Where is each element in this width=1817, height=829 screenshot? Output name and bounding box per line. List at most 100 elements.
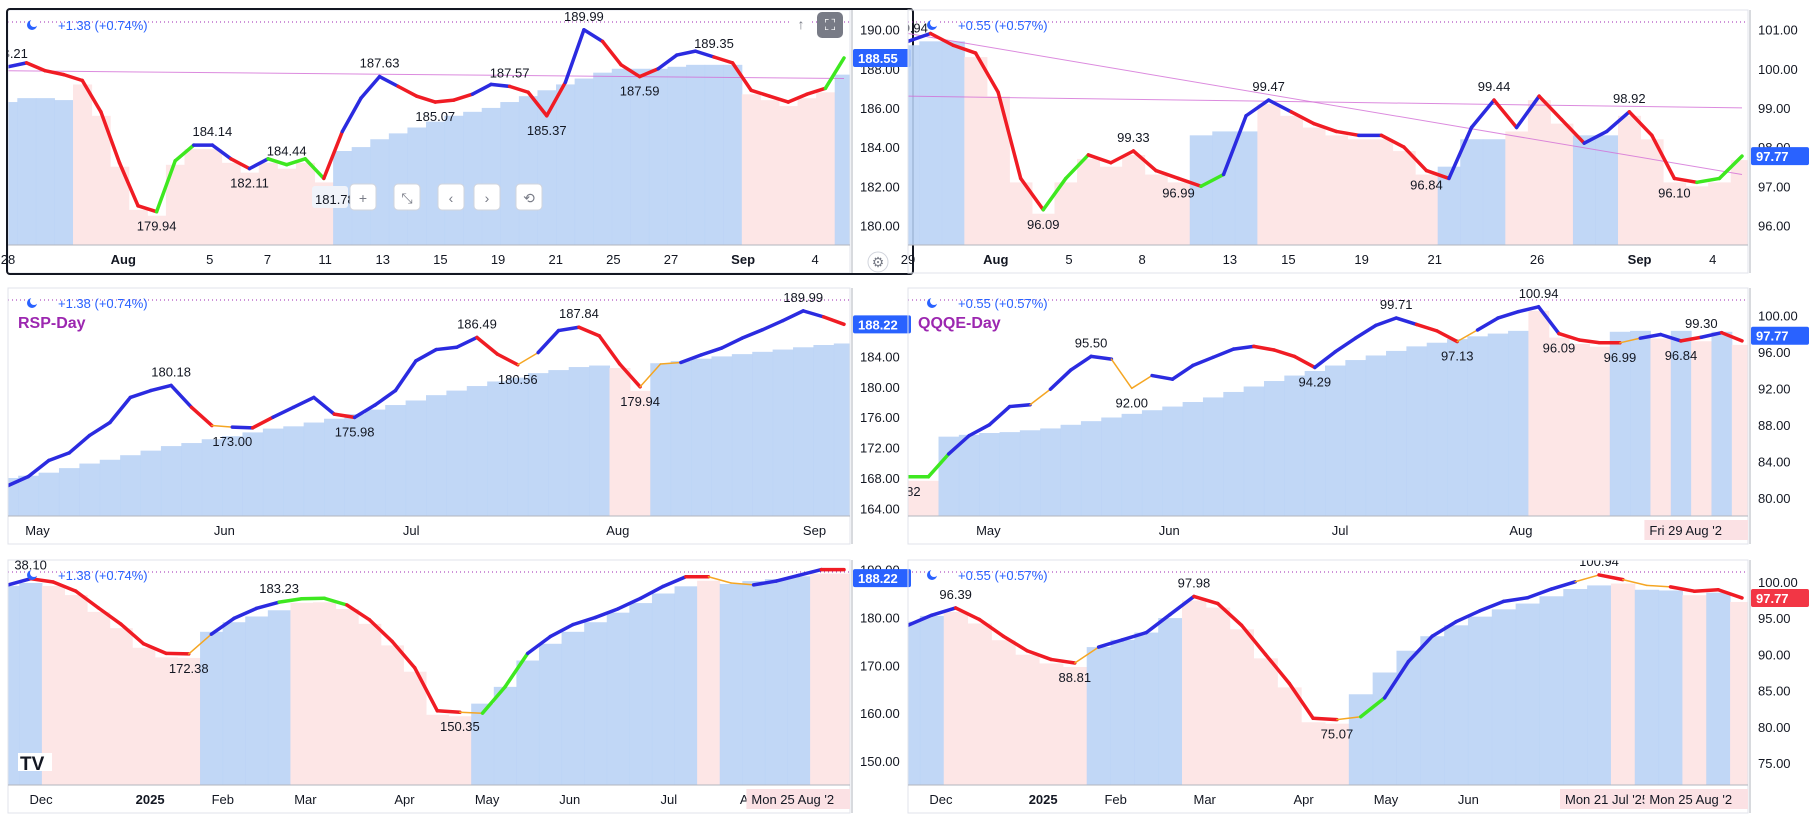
- trend-area-fill: [1122, 414, 1143, 516]
- trend-area-fill: [711, 356, 732, 516]
- last-price-label: 188.22: [858, 317, 898, 332]
- bear-zone-fill: [1569, 344, 1590, 516]
- bear-zone-fill: [1325, 135, 1348, 245]
- trend-area-fill: [1345, 360, 1366, 516]
- bear-zone-fill: [1015, 655, 1039, 785]
- moon-icon-cut: [30, 297, 38, 305]
- peak-label: 98.92: [1613, 91, 1646, 106]
- bear-zone-fill: [277, 169, 296, 245]
- trend-area-fill: [1061, 425, 1082, 516]
- trend-area-fill: [516, 661, 539, 785]
- trend-area-fill: [1447, 339, 1468, 516]
- trend-area-fill: [263, 429, 284, 516]
- peak-label: 187.84: [559, 306, 599, 321]
- price-tick-label: 80.00: [1758, 491, 1791, 506]
- peak-label: 184.44: [267, 144, 307, 159]
- price-tick-label: 184.00: [860, 349, 900, 364]
- price-segment: [436, 347, 456, 349]
- trend-area-fill: [593, 73, 612, 245]
- trend-area-fill: [1244, 386, 1265, 516]
- peak-label: 99.47: [1252, 79, 1285, 94]
- peak-label: 173.00: [212, 434, 252, 449]
- time-tick-label: Jun: [1458, 792, 1479, 807]
- trend-area-fill: [141, 451, 162, 516]
- trend-area-fill: [1386, 351, 1407, 516]
- trend-area-fill: [1087, 647, 1111, 785]
- price-tick-label: 100.00: [1758, 308, 1798, 323]
- trend-area-fill: [793, 347, 814, 516]
- time-tick-label: 26: [1530, 252, 1544, 267]
- bear-zone-fill: [1370, 139, 1393, 245]
- bear-zone-fill: [779, 106, 798, 245]
- peak-label: 187.59: [620, 84, 660, 99]
- trend-area-fill: [1711, 332, 1732, 516]
- peak-label: 189.99: [783, 290, 823, 305]
- bear-zone-fill: [1589, 347, 1610, 516]
- bear-zone-fill: [697, 581, 720, 785]
- bear-zone-fill: [1611, 584, 1635, 785]
- trend-area-fill: [385, 405, 406, 516]
- time-tick-label: May: [475, 792, 500, 807]
- bear-zone-fill: [991, 640, 1015, 785]
- time-tag-label: Mon 21 Jul '25: [1565, 792, 1649, 807]
- trend-area-fill: [575, 79, 594, 245]
- reset-icon: ⟲: [523, 190, 535, 206]
- time-tick-label: Dec: [929, 792, 953, 807]
- bear-zone-fill: [1280, 116, 1303, 245]
- bear-zone-fill: [918, 481, 939, 516]
- price-segment: [1313, 718, 1337, 719]
- bear-zone-fill: [313, 602, 336, 785]
- trend-area-fill: [723, 65, 742, 245]
- trend-area-fill: [283, 426, 304, 516]
- fullscreen-icon: ⛶: [825, 17, 836, 34]
- trend-area-fill: [1444, 625, 1468, 785]
- bear-zone-fill: [177, 658, 200, 785]
- trend-area-fill: [979, 433, 1000, 516]
- peak-label: 92.00: [1115, 395, 1148, 410]
- time-tick-label: 2025: [1029, 792, 1058, 807]
- trend-area-fill: [161, 446, 182, 516]
- trend-area-fill: [120, 455, 141, 516]
- trend-area-fill: [18, 476, 39, 516]
- change-label: +0.55 (+0.57%): [958, 296, 1048, 311]
- trend-area-fill: [79, 464, 100, 516]
- time-tag-label: Mon 25 Aug '2: [1649, 792, 1732, 807]
- trend-area-fill: [245, 616, 268, 785]
- trend-area-fill: [1635, 590, 1659, 785]
- bear-zone-fill: [336, 609, 359, 785]
- time-tick-label: Aug: [606, 523, 629, 538]
- bear-zone-fill: [1302, 128, 1325, 245]
- price-tick-label: 168.00: [860, 471, 900, 486]
- settings-icon: ⚙: [872, 254, 885, 270]
- trend-area-fill: [788, 576, 811, 785]
- time-tick-label: 7: [264, 252, 271, 267]
- bear-zone-fill: [1206, 608, 1230, 785]
- bear-zone-fill: [1077, 159, 1100, 245]
- trend-area-fill: [304, 423, 325, 516]
- peak-label: 189.35: [694, 36, 734, 51]
- peak-label: 96.10: [1658, 185, 1691, 200]
- peak-label: 150.35: [440, 719, 480, 734]
- trend-area-fill: [1158, 618, 1182, 785]
- price-tick-label: 95.00: [1758, 611, 1791, 626]
- peak-label: 185.07: [415, 109, 455, 124]
- peak-label: 180.56: [498, 372, 538, 387]
- bear-zone-fill: [610, 368, 631, 516]
- price-tick-label: 150.00: [860, 754, 900, 769]
- price-tick-label: 100.00: [1758, 62, 1798, 77]
- price-tick-label: 190.00: [860, 23, 900, 38]
- arrow-up-icon: ↑: [798, 16, 805, 32]
- price-segment: [1010, 405, 1030, 407]
- peak-label: 97.13: [1441, 349, 1474, 364]
- trend-area-fill: [671, 361, 692, 516]
- trend-area-fill: [1020, 430, 1041, 516]
- trend-area-fill: [1264, 381, 1285, 516]
- symbol-title: RSP-Day: [18, 315, 86, 332]
- bear-zone-fill: [810, 574, 833, 785]
- bear-zone-fill: [816, 92, 835, 245]
- time-tick-label: 15: [433, 252, 447, 267]
- time-tick-label: May: [25, 523, 50, 538]
- price-tick-label: 96.00: [1758, 218, 1791, 233]
- time-tag-label: Fri 29 Aug '2: [1649, 523, 1722, 538]
